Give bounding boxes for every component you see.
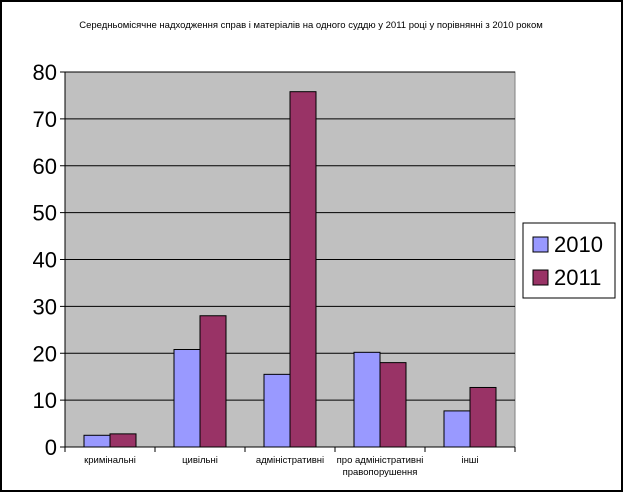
y-tick-label-7: 70 — [33, 107, 57, 132]
legend-swatch-2011 — [532, 269, 549, 286]
y-tick-label-6: 60 — [33, 154, 57, 179]
y-tick-label-3: 30 — [33, 294, 57, 319]
bar-2011-2 — [289, 91, 317, 448]
legend-label-2010: 2010 — [554, 232, 603, 257]
bar-2011-1 — [199, 315, 227, 448]
y-tick-label-8: 80 — [33, 60, 57, 85]
x-tick-label-0: кримінальні — [84, 455, 136, 466]
x-tick-label-4: інші — [461, 455, 478, 466]
y-tick-label-1: 10 — [33, 388, 57, 413]
bar-2010-4 — [443, 410, 471, 448]
legend-label-2011: 2011 — [554, 265, 601, 290]
x-tick-label-1: цивільні — [182, 455, 218, 466]
legend-swatch-2010 — [532, 236, 549, 253]
bar-2010-2 — [263, 373, 291, 448]
bar-2011-0 — [109, 433, 137, 448]
chart-title: Середньомісячне надходження справ і мате… — [79, 20, 543, 31]
y-tick-label-2: 20 — [33, 341, 57, 366]
x-tick-label-2: адміністративні — [256, 455, 324, 466]
bar-2010-1 — [173, 349, 201, 448]
bar-2010-3 — [353, 351, 381, 448]
y-tick-label-0: 0 — [45, 435, 57, 460]
y-tick-label-5: 50 — [33, 201, 57, 226]
x-tick-label-3: про адміністративні правопорушення — [337, 455, 424, 478]
y-tick-label-4: 40 — [33, 248, 57, 273]
bar-2011-4 — [469, 386, 497, 448]
bar-2010-0 — [83, 434, 111, 448]
bar-2011-3 — [379, 362, 407, 448]
